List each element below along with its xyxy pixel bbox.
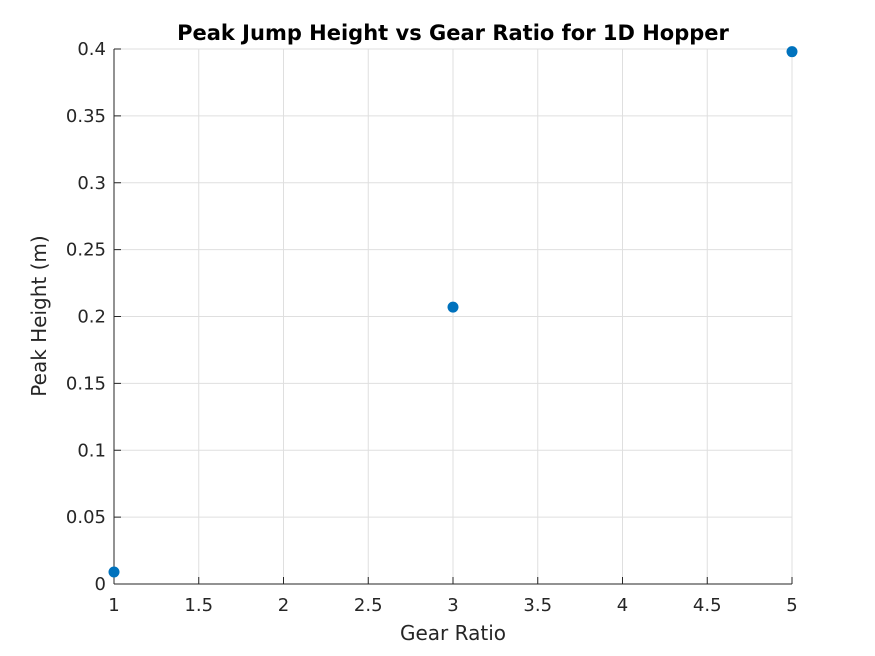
y-tick-label: 0.05	[66, 507, 106, 528]
x-tick-label: 2.5	[354, 595, 383, 616]
data-point	[108, 566, 120, 578]
x-tick-label: 4.5	[693, 595, 722, 616]
y-axis-label: Peak Height (m)	[27, 235, 51, 396]
x-tick-label: 4	[617, 595, 628, 616]
x-tick-label: 2	[278, 595, 289, 616]
x-tick-label: 5	[786, 595, 797, 616]
x-tick-label: 3.5	[523, 595, 552, 616]
y-tick-label: 0.25	[66, 240, 106, 261]
y-tick-label: 0	[95, 574, 106, 595]
data-point	[786, 46, 798, 58]
x-tick-label: 1.5	[184, 595, 213, 616]
y-tick-label: 0.15	[66, 373, 106, 394]
x-axis-label: Gear Ratio	[400, 621, 506, 645]
y-tick-label: 0.4	[77, 39, 106, 60]
data-points	[108, 46, 798, 578]
y-tick-label: 0.1	[77, 440, 106, 461]
x-tick-label: 1	[108, 595, 119, 616]
data-point	[447, 301, 459, 313]
y-tick-label: 0.35	[66, 106, 106, 127]
y-axis-ticks: 0 0.05 0.1 0.15 0.2 0.25 0.3 0.35 0.4	[66, 39, 121, 595]
chart-title: Peak Jump Height vs Gear Ratio for 1D Ho…	[177, 21, 729, 45]
x-tick-label: 3	[447, 595, 458, 616]
y-tick-label: 0.3	[77, 173, 106, 194]
x-axis-ticks: 1 1.5 2 2.5 3 3.5 4 4.5 5	[108, 577, 798, 616]
y-tick-label: 0.2	[77, 307, 106, 328]
